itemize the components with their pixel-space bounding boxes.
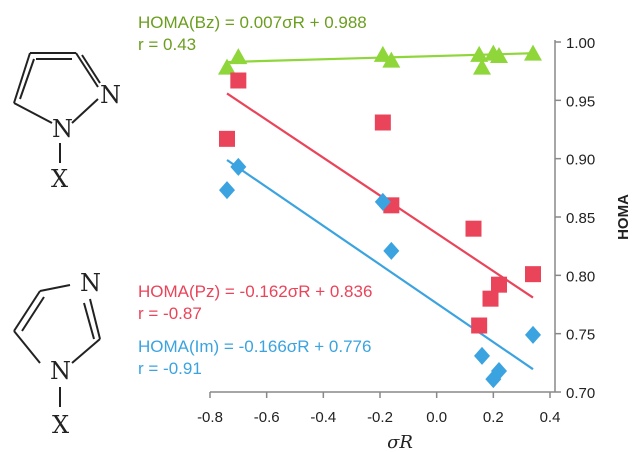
x-tick-label: -0.2 — [367, 409, 393, 426]
equation-bz: HOMA(Bz) = 0.007σR + 0.988 r = 0.43 — [138, 12, 367, 56]
imidazole-atom-n3: N — [80, 269, 101, 297]
x-tick-label: -0.6 — [254, 409, 280, 426]
triangle-point — [218, 58, 236, 75]
equation-im: HOMA(Im) = -0.166σR + 0.776 r = -0.91 — [138, 336, 371, 380]
equation-im-r: r = -0.91 — [138, 359, 202, 378]
square-point — [374, 114, 391, 131]
y-tick-label: 0.85 — [566, 210, 595, 227]
triangle-point — [373, 45, 392, 62]
pyrazole-atom-n2: N — [100, 81, 121, 109]
x-tick-label: 0.0 — [426, 409, 447, 426]
x-tick-label: 0.4 — [540, 409, 561, 426]
triangle-point — [524, 44, 542, 61]
equation-pz: HOMA(Pz) = -0.162σR + 0.836 r = -0.87 — [138, 281, 372, 325]
triangle-point — [490, 47, 508, 63]
y-tick-label: 0.70 — [566, 385, 595, 402]
y-tick-label: 1.00 — [566, 35, 595, 52]
x-axis-label: σR — [387, 432, 413, 452]
triangle-point — [473, 58, 491, 75]
y-tick-label: 0.90 — [566, 152, 595, 169]
fit-line-diamond — [226, 159, 534, 371]
square-point — [491, 276, 507, 293]
square-point — [525, 266, 541, 283]
triangle-point — [382, 51, 401, 68]
y-tick-label: 0.95 — [566, 93, 595, 110]
imidazole-atom-n1: N — [50, 357, 71, 385]
equation-bz-text: HOMA(Bz) = 0.007σR + 0.988 — [138, 13, 367, 32]
square-point — [471, 317, 488, 334]
fit-line-square — [226, 92, 534, 299]
pyrazole-structure-icon: N N X — [13, 52, 121, 193]
diamond-point — [219, 181, 235, 200]
x-tick-label: -0.8 — [197, 409, 223, 426]
equation-im-text: HOMA(Im) = -0.166σR + 0.776 — [138, 337, 372, 356]
y-tick-label: 0.75 — [566, 327, 595, 344]
triangle-point — [229, 48, 248, 65]
square-point — [230, 72, 247, 89]
equation-pz-r: r = -0.87 — [138, 304, 202, 323]
imidazole-structure-icon: N N X — [13, 269, 101, 439]
equation-pz-text: HOMA(Pz) = -0.162σR + 0.836 — [138, 282, 373, 301]
diamond-point — [474, 346, 490, 365]
equation-bz-r: r = 0.43 — [138, 35, 197, 54]
diamond-point — [230, 157, 247, 176]
diamond-point — [374, 192, 391, 211]
x-tick-label: 0.2 — [483, 409, 504, 426]
y-axis-label: HOMA — [615, 194, 632, 240]
square-point — [482, 290, 499, 307]
square-point — [465, 220, 482, 237]
pyrazole-atom-x: X — [51, 165, 68, 193]
pyrazole-atom-n1: N — [52, 115, 73, 143]
square-point — [219, 130, 235, 147]
y-tick-label: 0.80 — [566, 268, 595, 285]
diamond-point — [491, 362, 507, 380]
triangle-point — [470, 45, 489, 62]
data-points — [218, 44, 542, 389]
x-tick-label: -0.4 — [310, 409, 336, 426]
imidazole-atom-x: X — [52, 411, 69, 439]
diamond-point — [525, 325, 541, 344]
axes: 0.70 0.75 0.80 0.85 0.90 0.95 1.00 -0.8 -0.6 -0.4… — [197, 35, 632, 452]
diamond-point — [383, 241, 400, 260]
